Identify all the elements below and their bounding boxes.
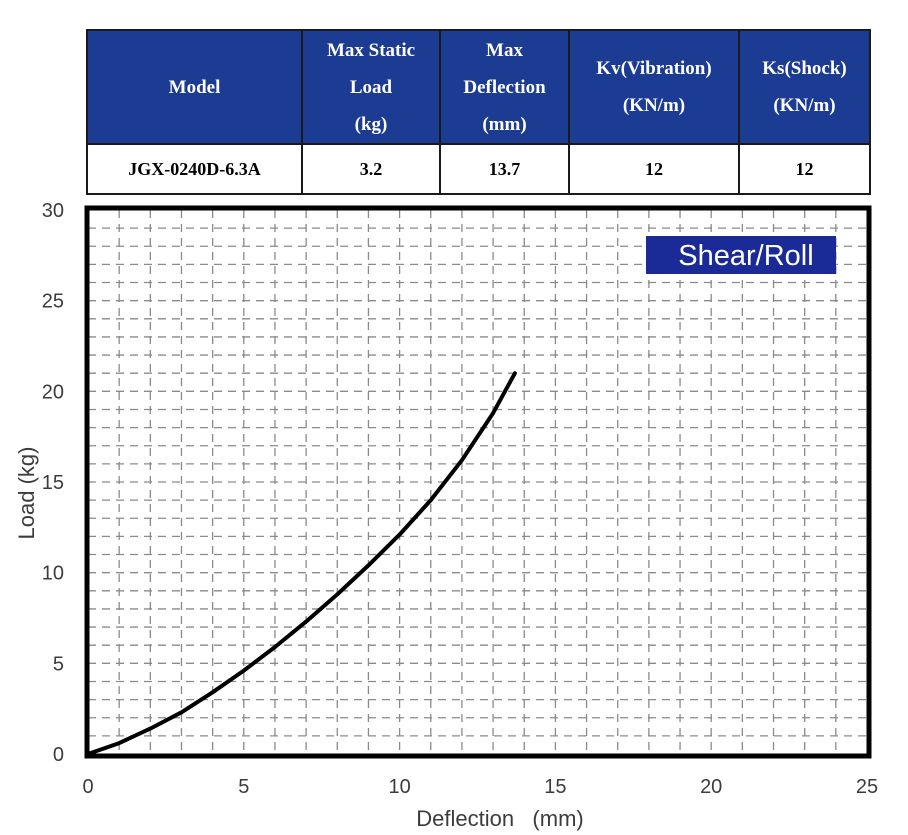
x-axis-label: Deflection (mm) [416,806,583,831]
x-tick-label: 15 [544,776,566,798]
grid [88,210,867,754]
x-tick-label: 20 [700,776,722,798]
y-tick-label: 25 [42,291,64,313]
curve-group [86,371,517,756]
table-row: JGX-0240D-6.3A 3.2 13.7 12 12 [86,143,871,195]
x-tick-labels: 0 5 10 15 20 25 [82,776,878,798]
series-badge: Shear/Roll [646,236,836,274]
x-tick-label: 0 [82,776,93,798]
series-badge-label: Shear/Roll [678,240,813,272]
header-kv-vibration: Kv(Vibration) (KN/m) [568,29,740,145]
y-axis-label: Load (kg) [14,447,39,540]
cell-max-static-load: 3.2 [301,143,441,195]
x-tick-label: 5 [238,776,249,798]
y-tick-label: 30 [42,200,64,222]
table-header-row: Model Max Static Load (kg) Max Deflectio… [86,29,871,145]
plot-frame [84,205,872,759]
header-ks-shock: Ks(Shock) (KN/m) [738,29,871,145]
header-max-deflection: Max Deflection (mm) [439,29,570,145]
x-tick-label: 25 [856,776,878,798]
header-model: Model [86,29,303,145]
y-tick-label: 10 [42,563,64,585]
x-tick-label: 10 [388,776,410,798]
cell-ks: 12 [738,143,871,195]
cell-max-deflection: 13.7 [439,143,570,195]
cell-model: JGX-0240D-6.3A [86,143,303,195]
header-max-static-load: Max Static Load (kg) [301,29,441,145]
cell-kv: 12 [568,143,740,195]
series-line [86,371,517,756]
spec-table: Model Max Static Load (kg) Max Deflectio… [86,29,871,195]
y-tick-label: 5 [53,653,64,675]
y-tick-label: 20 [42,381,64,403]
series-badge-bg [646,236,836,274]
y-tick-label: 0 [53,744,64,766]
y-tick-label: 15 [42,472,64,494]
y-tick-labels: 0 5 10 15 20 25 30 [42,200,64,766]
